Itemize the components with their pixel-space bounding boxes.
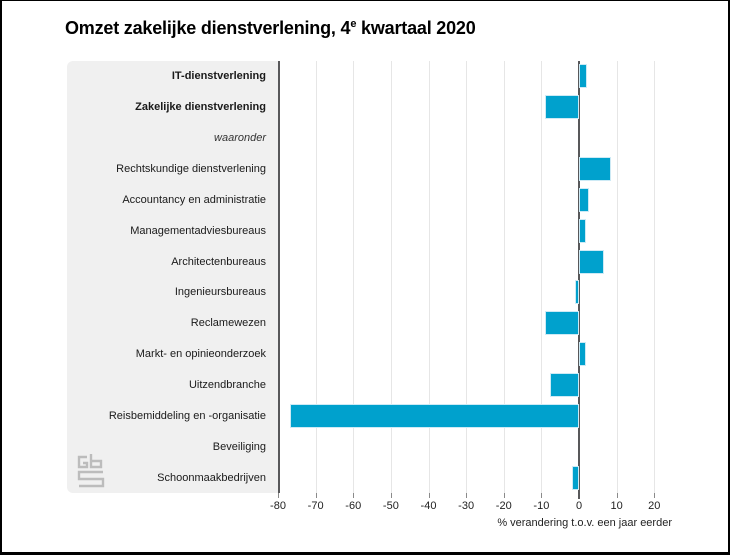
axis-tick-label: 10	[610, 500, 623, 512]
page-title-suffix: kwartaal 2020	[356, 18, 476, 38]
gridline	[503, 61, 505, 493]
axis-tick	[315, 493, 317, 498]
axis-tick	[541, 493, 543, 498]
category-label: Architectenbureaus	[171, 255, 266, 268]
bar-reclamewezen	[546, 312, 578, 335]
category-label: Reisbemiddeling en -organisatie	[108, 409, 266, 422]
bar-managementadviesbureaus	[580, 219, 586, 242]
page-title-superscript: e	[350, 18, 357, 30]
bar-it-dienstverlening	[580, 65, 587, 88]
category-label: Managementadviesbureaus	[130, 224, 266, 237]
axis-tick	[353, 493, 355, 498]
bar-uitzendbranche	[550, 374, 578, 396]
category-label: Uitzendbranche	[188, 379, 266, 392]
gridline	[353, 61, 355, 493]
category-label: waaronder	[214, 132, 266, 145]
axis-tick	[278, 493, 279, 498]
gridline	[315, 61, 317, 493]
axis-tick-label: -20	[495, 500, 512, 512]
category-label: Ingenieursbureaus	[174, 286, 266, 299]
plot-area	[278, 61, 697, 493]
axis-tick	[654, 493, 656, 498]
page-title-prefix: Omzet zakelijke dienstverlening, 4	[65, 18, 351, 38]
axis-tick-label: -50	[382, 500, 399, 512]
axis-tick-label: -70	[307, 500, 324, 512]
gridline	[390, 61, 392, 493]
gridline	[466, 61, 468, 493]
gridline	[278, 61, 280, 493]
axis-tick	[616, 493, 618, 498]
category-label: Zakelijke dienstverlening	[135, 101, 266, 114]
x-axis-title: % verandering t.o.v. een jaar eerder	[497, 517, 672, 529]
axis-tick	[390, 493, 392, 498]
axis-tick-label: 20	[648, 500, 661, 512]
axis-tick-label: -40	[420, 500, 437, 512]
axis-tick	[428, 493, 430, 498]
axis-tick-label: -80	[270, 500, 286, 512]
axis-tick	[503, 493, 505, 498]
bar-architectenbureaus	[580, 250, 603, 273]
bar-schoonmaakbedrijven	[572, 466, 578, 489]
category-label: IT-dienstverlening	[171, 70, 266, 83]
zero-line	[578, 61, 580, 493]
gridline	[428, 61, 430, 493]
bar-reisbemiddeling-en-organisatie	[290, 404, 578, 427]
axis-tick-label: -60	[345, 500, 362, 512]
gridline	[654, 61, 656, 493]
bar-ingenieursbureaus	[576, 281, 578, 304]
axis-tick-label: 0	[575, 500, 583, 512]
cbs-logo	[77, 454, 105, 488]
category-label: Beveiliging	[212, 440, 266, 453]
category-label: Markt- en opinieonderzoek	[135, 348, 266, 361]
axis-tick-label: -30	[458, 500, 475, 512]
bar-markt-en-opinieonderzoek	[580, 343, 586, 366]
gridline	[541, 61, 543, 493]
bar-zakelijke-dienstverlening	[546, 96, 578, 119]
axis-tick	[466, 493, 468, 498]
axis-tick	[578, 493, 580, 499]
gridline	[616, 61, 618, 493]
category-label-panel: IT-dienstverlening Zakelijke dienstverlen…	[67, 61, 278, 493]
category-label: Reclamewezen	[190, 317, 266, 330]
category-label: Accountancy en administratie	[122, 193, 266, 206]
page-title: Omzet zakelijke dienstverlening, 4e kwar…	[65, 18, 476, 39]
axis-tick-label: -10	[533, 500, 550, 512]
bar-chart: IT-dienstverlening Zakelijke dienstverlen…	[67, 61, 697, 531]
bar-rechtskundige-dienstverlening	[580, 158, 611, 180]
category-label: Rechtskundige dienstverlening	[116, 163, 266, 175]
bar-accountancy-en-administratie	[580, 188, 589, 211]
category-label: Schoonmaakbedrijven	[157, 471, 266, 484]
